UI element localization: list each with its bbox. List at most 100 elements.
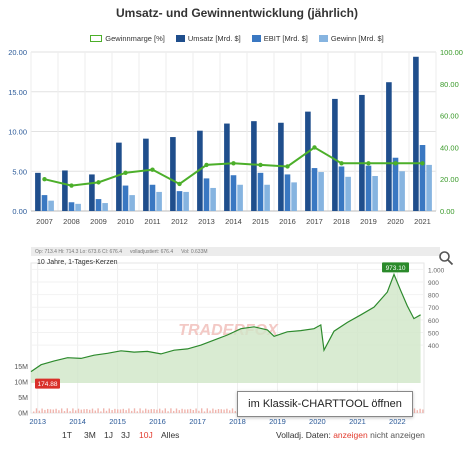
bar-umsatz xyxy=(305,111,311,211)
bar-gewinn xyxy=(237,184,243,211)
stock-x-tick-label: 2022 xyxy=(389,417,406,426)
legend-item-gewinn[interactable]: Gewinn [Mrd. $] xyxy=(318,31,384,45)
x-tick-label: 2007 xyxy=(36,217,53,226)
legend-label-gewinn: Gewinn [Mrd. $] xyxy=(330,33,384,43)
price-line xyxy=(30,272,421,373)
bar-gewinn xyxy=(372,176,378,211)
y-left-tick-label: 5.00 xyxy=(12,167,27,176)
bar-gewinn xyxy=(183,191,189,211)
volume-bar xyxy=(44,409,46,413)
margin-point xyxy=(123,170,128,176)
volume-bar xyxy=(156,409,158,413)
volume-bar xyxy=(231,408,234,413)
legend-item-umsatz[interactable]: Umsatz [Mrd. $] xyxy=(175,31,241,45)
bar-umsatz xyxy=(62,170,68,211)
magnifier-icon xyxy=(439,251,454,266)
stock-y-tick-label: 700 xyxy=(428,305,439,312)
bar-gewinn xyxy=(426,164,432,211)
volume-bar xyxy=(178,410,180,413)
bar-ebit xyxy=(419,145,426,211)
volume-bar xyxy=(72,408,74,413)
y-right-tick-label: 0.00 xyxy=(440,207,455,216)
volume-bar xyxy=(58,410,60,413)
volume-bar xyxy=(234,411,236,413)
bar-umsatz xyxy=(35,172,41,211)
volume-bar xyxy=(80,409,82,413)
volume-bar xyxy=(175,408,178,413)
timeframe-1j[interactable]: 1J xyxy=(104,430,113,440)
stock-y-tick-label: 600 xyxy=(428,318,439,325)
volume-bar xyxy=(103,408,105,413)
timeframe-alles[interactable]: Alles xyxy=(161,430,180,440)
volume-bar xyxy=(203,411,206,413)
volume-tick-label: 10M xyxy=(14,380,28,387)
legend-label-ebit: EBIT [Mrd. $] xyxy=(263,33,308,43)
volume-bar xyxy=(133,408,136,413)
volume-bar xyxy=(105,410,108,413)
bar-gewinn xyxy=(318,172,324,211)
y-right-tick-label: 100.00 xyxy=(440,48,463,57)
volume-bar xyxy=(89,409,91,413)
open-chartool-button[interactable]: im Klassik-CHARTTOOL öffnen xyxy=(237,391,413,417)
volume-bar xyxy=(33,411,35,413)
volume-bar xyxy=(75,410,77,413)
legend-item-ebit[interactable]: EBIT [Mrd. $] xyxy=(251,31,308,45)
volume-bar xyxy=(86,409,88,413)
bar-ebit xyxy=(284,174,291,211)
volume-bar xyxy=(97,408,99,413)
adjusted-show-link[interactable]: anzeigen xyxy=(333,430,368,440)
y-left-tick-label: 0.00 xyxy=(12,207,27,216)
timeframe-3m[interactable]: 3M xyxy=(84,430,96,440)
volume-bar xyxy=(184,409,186,413)
stock-x-tick-label: 2018 xyxy=(229,417,246,426)
bar-umsatz xyxy=(224,123,230,211)
timeframe-10j[interactable]: 10J xyxy=(139,430,153,440)
volume-bar xyxy=(131,410,133,413)
volume-bar xyxy=(159,408,161,413)
volume-bar xyxy=(413,408,416,413)
volume-bar xyxy=(122,408,124,413)
low-badge xyxy=(35,378,60,389)
margin-point xyxy=(312,145,317,150)
volume-bar xyxy=(229,410,231,413)
margin-point xyxy=(204,162,209,168)
legend-label-margin: Gewinnmarge [%] xyxy=(105,33,165,43)
timeframe-1t[interactable]: 1T xyxy=(62,430,72,440)
stock-x-tick-label: 2019 xyxy=(269,417,286,426)
x-tick-label: 2010 xyxy=(117,217,134,226)
margin-point xyxy=(150,167,155,172)
y-left-tick-label: 20.00 xyxy=(8,48,27,57)
bar-ebit xyxy=(122,185,129,211)
chart-legend: Gewinnmarge [%] Umsatz [Mrd. $] EBIT [Mr… xyxy=(0,31,474,45)
y-left-tick-label: 10.00 xyxy=(8,128,27,137)
volume-bar xyxy=(161,410,164,413)
high-badge xyxy=(382,262,410,273)
legend-swatch-umsatz xyxy=(175,34,185,42)
x-tick-label: 2012 xyxy=(171,217,188,226)
bar-umsatz xyxy=(251,121,257,211)
margin-point xyxy=(285,164,290,169)
volume-bar xyxy=(419,408,421,413)
timeframe-3j[interactable]: 3J xyxy=(121,430,130,440)
infobar-adjusted: volladjustiert: 676.4 xyxy=(130,248,174,255)
zoom-search-button[interactable] xyxy=(438,250,454,266)
stock-chart-title: 10 Jahre, 1-Tages-Kerzen xyxy=(37,259,118,266)
legend-swatch-ebit xyxy=(251,34,261,42)
volume-bar xyxy=(150,409,152,413)
volume-bar xyxy=(170,408,172,413)
volume-bar xyxy=(145,408,147,413)
x-tick-label: 2015 xyxy=(252,217,269,226)
volume-bar xyxy=(173,410,175,413)
x-tick-label: 2013 xyxy=(198,217,215,226)
y-right-tick-label: 20.00 xyxy=(440,175,459,184)
stock-chart-infobar: Op: 713.4 Hi: 714.3 Lo: 673.6 Cl: 676.4 … xyxy=(31,247,440,256)
volume-bar xyxy=(181,408,183,413)
stock-y-tick-label: 900 xyxy=(428,280,439,287)
legend-item-margin[interactable]: Gewinnmarge [%] xyxy=(90,31,165,45)
x-tick-label: 2011 xyxy=(144,217,160,226)
volume-bar xyxy=(100,411,102,413)
adjusted-hide-link[interactable]: nicht anzeigen xyxy=(370,430,425,440)
volume-bar xyxy=(94,410,96,413)
bar-gewinn xyxy=(129,195,135,211)
bar-umsatz xyxy=(89,174,95,211)
